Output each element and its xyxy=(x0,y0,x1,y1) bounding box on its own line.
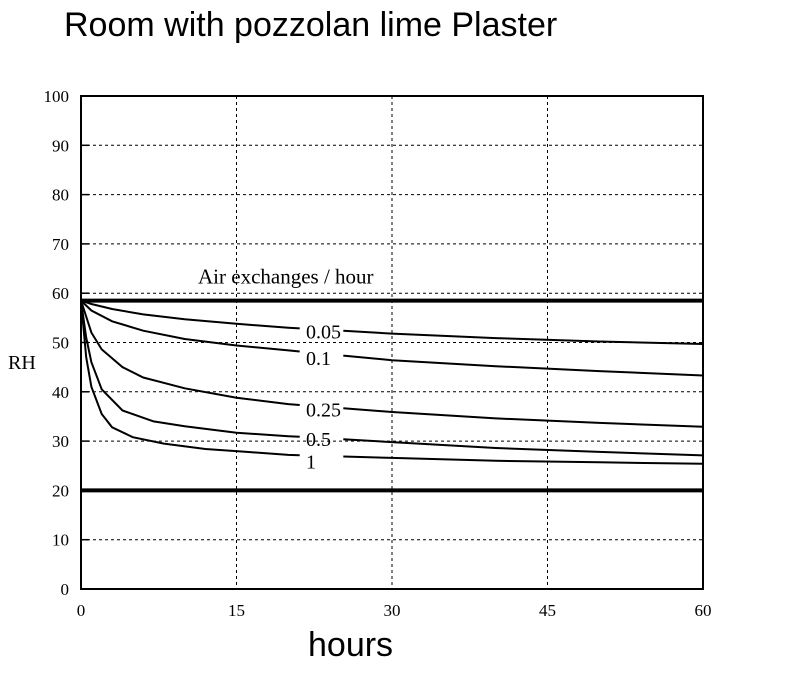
series-line-0.5-1 xyxy=(80,300,300,438)
y-tick-label-80: 80 xyxy=(52,186,69,205)
tick-labels: 0 10 20 30 40 50 60 70 80 90 100 0 15 30 45 60 xyxy=(44,87,712,620)
series-label-1: 1 xyxy=(306,451,316,473)
series-label-0.5: 0.5 xyxy=(306,429,331,451)
plot-frame xyxy=(80,95,704,590)
y-tick-label-90: 90 xyxy=(52,136,69,155)
y-tick-label-60: 60 xyxy=(52,284,69,303)
series-labels: 0.05 0.1 0.25 0.51 xyxy=(306,322,341,474)
chart-title: Room with pozzolan lime Plaster xyxy=(64,6,558,44)
series-line-0.1-2 xyxy=(343,354,704,377)
series-label-0.25: 0.25 xyxy=(306,400,341,422)
series-line-0.25-2 xyxy=(343,407,704,428)
y-tick-label-70: 70 xyxy=(52,235,69,254)
series-line-0.5-2 xyxy=(343,438,704,457)
y-tick-label-40: 40 xyxy=(52,383,69,402)
series-line-1-1 xyxy=(80,300,300,457)
series-label-0.1: 0.1 xyxy=(306,348,331,370)
series-line-0.05-2 xyxy=(343,329,704,345)
x-tick-label-30: 30 xyxy=(384,601,401,620)
grid-lines xyxy=(81,95,703,590)
x-axis-label: hours xyxy=(308,626,394,664)
y-tick-label-30: 30 xyxy=(52,432,69,451)
series-line-0.05-1 xyxy=(80,299,300,330)
y-tick-label-100: 100 xyxy=(44,87,70,106)
x-tick-label-45: 45 xyxy=(539,601,556,620)
y-tick-label-0: 0 xyxy=(61,580,70,599)
series-lines xyxy=(80,299,704,465)
y-axis-label: RH xyxy=(8,352,36,374)
y-tick-label-50: 50 xyxy=(52,334,69,353)
x-tick-label-15: 15 xyxy=(228,601,245,620)
series-line-0.1-1 xyxy=(80,299,300,353)
y-tick-label-20: 20 xyxy=(52,481,69,500)
reference-lines xyxy=(81,298,703,493)
series-line-1-2 xyxy=(343,455,704,465)
series-line-0.25-1 xyxy=(80,300,300,406)
y-tick-label-10: 10 xyxy=(52,531,69,550)
series-label-0.05: 0.05 xyxy=(306,322,341,344)
x-tick-label-0: 0 xyxy=(77,601,86,620)
legend-title: Air exchanges / hour xyxy=(198,265,374,289)
x-tick-label-60: 60 xyxy=(695,601,712,620)
